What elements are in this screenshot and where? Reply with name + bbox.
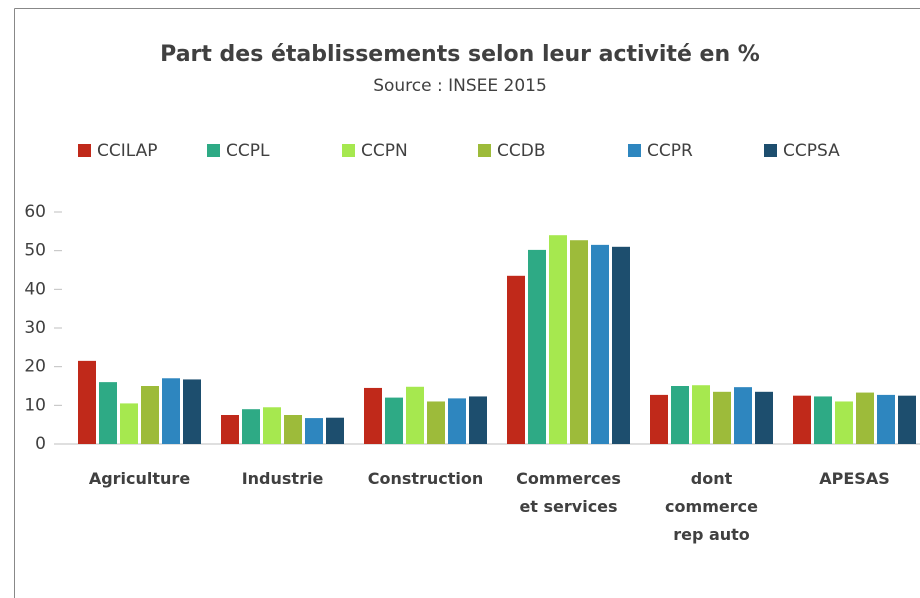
legend-swatch xyxy=(207,144,220,157)
bar xyxy=(162,378,180,444)
bar xyxy=(385,397,403,444)
bar xyxy=(692,385,710,444)
bar xyxy=(120,403,138,444)
bar xyxy=(221,415,239,444)
y-tick-label: 0 xyxy=(35,434,46,454)
bar xyxy=(671,386,689,444)
bar xyxy=(99,382,117,444)
x-tick-label: dont commerce rep auto xyxy=(665,469,758,544)
x-tick-label: Commerces et services xyxy=(516,469,621,516)
y-tick-label: 30 xyxy=(24,318,46,338)
bar xyxy=(612,246,630,444)
bar xyxy=(78,360,96,444)
bar xyxy=(183,379,201,444)
legend-label: CCILAP xyxy=(97,141,158,161)
bar xyxy=(713,391,731,444)
x-tick-label: Industrie xyxy=(242,469,324,488)
bar xyxy=(305,418,323,444)
bar xyxy=(528,249,546,444)
bar xyxy=(570,240,588,444)
bar xyxy=(793,395,811,444)
bar xyxy=(427,401,445,444)
bar xyxy=(856,392,874,444)
bar xyxy=(755,391,773,444)
legend-label: CCPN xyxy=(361,141,408,161)
legend-label: CCPR xyxy=(647,141,693,161)
bar xyxy=(406,386,424,444)
legend-swatch xyxy=(78,144,91,157)
bar xyxy=(591,244,609,444)
x-tick-label: Construction xyxy=(368,469,484,488)
y-tick-label: 10 xyxy=(24,395,46,415)
chart-subtitle: Source : INSEE 2015 xyxy=(373,76,547,96)
bar xyxy=(364,387,382,444)
bar xyxy=(507,275,525,444)
x-tick-label: APESAS xyxy=(819,469,889,488)
bar xyxy=(263,407,281,444)
legend-swatch xyxy=(764,144,777,157)
legend-swatch xyxy=(478,144,491,157)
bar xyxy=(469,396,487,444)
y-tick-label: 60 xyxy=(24,202,46,222)
y-tick-label: 40 xyxy=(24,279,46,299)
y-tick-label: 50 xyxy=(24,241,46,261)
bar xyxy=(549,235,567,444)
bar xyxy=(284,415,302,444)
x-tick-label: Agriculture xyxy=(89,469,191,488)
legend-swatch xyxy=(628,144,641,157)
bar xyxy=(141,386,159,444)
bar xyxy=(734,387,752,444)
bar xyxy=(448,398,466,444)
legend-swatch xyxy=(342,144,355,157)
bar xyxy=(835,401,853,444)
bar xyxy=(898,395,916,444)
y-tick-label: 20 xyxy=(24,357,46,377)
bar xyxy=(814,396,832,444)
bar xyxy=(877,394,895,444)
bar xyxy=(242,409,260,444)
legend-label: CCPL xyxy=(226,141,270,161)
bar xyxy=(326,417,344,444)
chart-title: Part des établissements selon leur activ… xyxy=(160,42,760,67)
legend-label: CCPSA xyxy=(783,141,840,161)
bar xyxy=(650,394,668,444)
legend-label: CCDB xyxy=(497,141,546,161)
